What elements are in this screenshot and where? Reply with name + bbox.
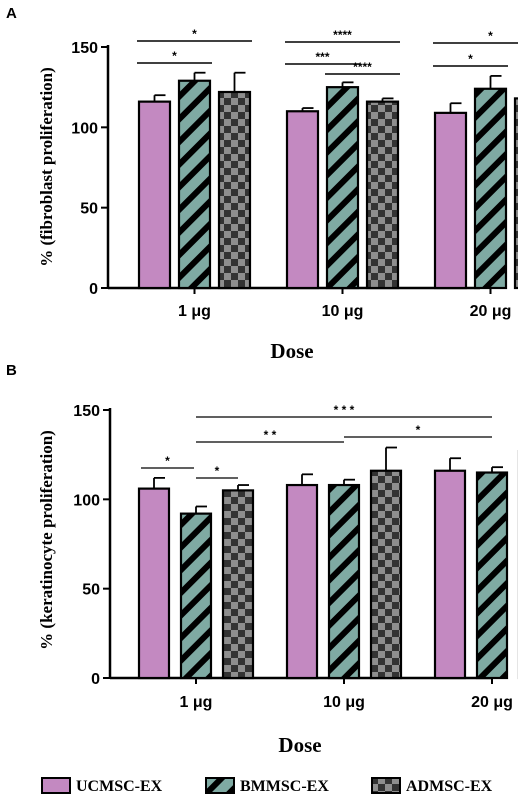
- bar-bmmsc-1: [177, 79, 212, 290]
- y-tick-label: 100: [71, 120, 98, 137]
- significance-label: ***: [315, 50, 329, 64]
- significance-label: ****: [333, 28, 352, 42]
- x-tick-label: 20 μg: [470, 303, 512, 320]
- y-tick-label: 150: [71, 40, 98, 57]
- bar-bmmsc-3: [473, 87, 508, 290]
- bar-ucmsc-2: [285, 483, 319, 680]
- bar-bmmsc-1: [179, 512, 213, 680]
- x-axis-title-a: Dose: [270, 339, 313, 363]
- bar-ucmsc-3: [433, 469, 467, 680]
- bar-ucmsc-3: [433, 111, 468, 290]
- x-tick-label: 10 μg: [322, 303, 364, 320]
- significance-label: *: [172, 49, 177, 63]
- legend-label-bmmsc: BMMSC-EX: [240, 778, 329, 795]
- legend-label-admsc: ADMSC-EX: [406, 778, 493, 795]
- bar-admsc-2: [365, 100, 400, 290]
- bar-bmmsc-2: [325, 86, 360, 290]
- significance-label: ****: [353, 60, 372, 74]
- bar-bmmsc-2: [327, 483, 361, 680]
- y-tick-label: 100: [73, 492, 100, 509]
- panel-label-a: A: [6, 5, 17, 22]
- bar-ucmsc-1: [137, 487, 171, 680]
- significance-label: *: [488, 29, 493, 43]
- significance-label: *: [192, 27, 197, 41]
- x-tick-label: 10 μg: [323, 694, 365, 711]
- significance-label: * * *: [334, 403, 355, 417]
- significance-label: *: [165, 454, 170, 468]
- bar-bmmsc-3: [475, 471, 509, 680]
- x-tick-label: 1 μg: [180, 694, 213, 711]
- y-tick-label: 50: [80, 201, 98, 218]
- bar-admsc-1: [221, 489, 255, 680]
- y-axis-title-a: % (fibroblast proliferation): [37, 67, 56, 267]
- y-tick-label: 0: [91, 671, 100, 688]
- legend-label-ucmsc: UCMSC-EX: [76, 778, 163, 795]
- significance-label: *: [215, 464, 220, 478]
- chart-panel-b: 0 50 100 150 1 μg 10 μg 20 μg * * * * * * * *: [73, 403, 518, 711]
- x-axis-title-b: Dose: [278, 733, 321, 757]
- panel-label-b: B: [6, 362, 17, 379]
- legend-swatch-ucmsc: [41, 777, 71, 794]
- significance-label: *: [416, 423, 421, 437]
- significance-label: *: [468, 52, 473, 66]
- legend-swatch-bmmsc: [205, 777, 235, 794]
- bar-admsc-2: [369, 469, 403, 680]
- y-axis-title-b: % (keratinocyte proliferation): [37, 430, 56, 650]
- y-tick-label: 50: [82, 582, 100, 599]
- bar-admsc-1: [217, 90, 252, 290]
- bar-ucmsc-2: [285, 110, 320, 290]
- legend-swatch-admsc: [371, 777, 401, 794]
- x-tick-label: 20 μg: [471, 694, 513, 711]
- bar-ucmsc-1: [137, 100, 172, 290]
- y-tick-label: 0: [89, 281, 98, 298]
- legend: UCMSC-EX BMMSC-EX ADMSC-EX: [41, 777, 493, 795]
- y-tick-label: 150: [73, 403, 100, 420]
- significance-label: * *: [264, 428, 277, 442]
- x-tick-label: 1 μg: [178, 303, 211, 320]
- bar-admsc-3: [513, 97, 518, 290]
